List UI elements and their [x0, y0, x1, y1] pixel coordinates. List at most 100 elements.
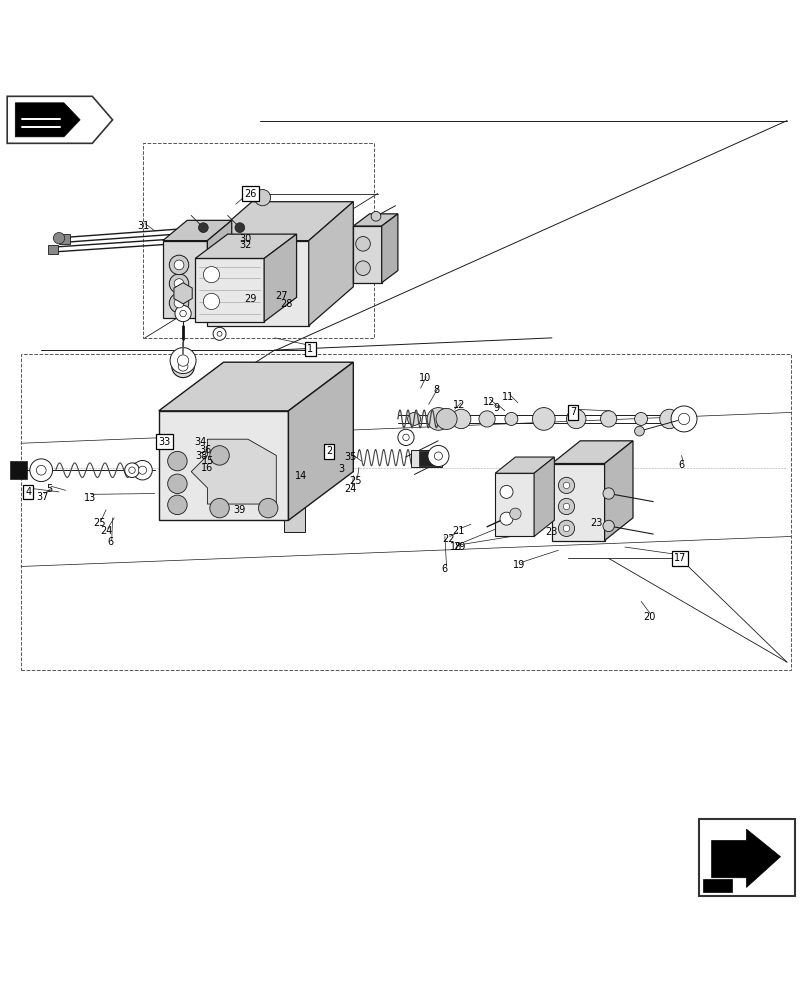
- Text: 23: 23: [590, 518, 602, 528]
- Circle shape: [169, 255, 188, 275]
- Circle shape: [171, 355, 194, 378]
- Polygon shape: [381, 214, 397, 283]
- Circle shape: [258, 498, 277, 518]
- Circle shape: [203, 293, 219, 310]
- Circle shape: [355, 237, 370, 251]
- Circle shape: [254, 190, 270, 206]
- Circle shape: [168, 474, 187, 494]
- Text: 28: 28: [280, 299, 292, 309]
- Circle shape: [168, 495, 187, 515]
- Circle shape: [509, 508, 521, 519]
- Text: 39: 39: [233, 505, 245, 515]
- Circle shape: [434, 452, 442, 460]
- Text: 4: 4: [25, 487, 32, 497]
- Bar: [21, 354, 790, 670]
- Text: 35: 35: [344, 452, 357, 462]
- Circle shape: [125, 463, 139, 478]
- Polygon shape: [195, 234, 296, 258]
- Text: 6: 6: [107, 537, 113, 547]
- Circle shape: [634, 426, 643, 436]
- Polygon shape: [702, 879, 731, 892]
- Bar: [11, 461, 27, 479]
- Circle shape: [504, 412, 517, 425]
- Polygon shape: [163, 241, 207, 318]
- Circle shape: [168, 451, 187, 471]
- Polygon shape: [15, 103, 80, 137]
- Circle shape: [133, 460, 152, 480]
- Text: 34: 34: [194, 437, 206, 447]
- Circle shape: [563, 525, 569, 532]
- Polygon shape: [710, 829, 779, 887]
- Text: 9: 9: [493, 403, 500, 413]
- Circle shape: [600, 411, 616, 427]
- Text: 14: 14: [294, 471, 307, 481]
- Text: 2: 2: [325, 446, 332, 456]
- Circle shape: [603, 520, 614, 532]
- Polygon shape: [207, 241, 308, 326]
- Circle shape: [427, 408, 449, 430]
- Bar: [59, 234, 71, 244]
- Circle shape: [174, 305, 191, 322]
- Polygon shape: [163, 220, 231, 241]
- Circle shape: [558, 477, 574, 494]
- Text: 17: 17: [673, 553, 685, 563]
- Text: 19: 19: [513, 560, 525, 570]
- Circle shape: [174, 260, 183, 270]
- Polygon shape: [288, 362, 353, 520]
- Circle shape: [407, 412, 420, 425]
- Circle shape: [54, 232, 65, 244]
- Polygon shape: [284, 488, 304, 532]
- Circle shape: [198, 223, 208, 232]
- Text: 25: 25: [93, 518, 105, 528]
- Text: 7: 7: [569, 407, 575, 417]
- Polygon shape: [191, 439, 276, 504]
- Text: 25: 25: [349, 476, 362, 486]
- Text: 12: 12: [482, 397, 494, 407]
- Text: 5: 5: [46, 484, 53, 494]
- Polygon shape: [195, 258, 264, 322]
- Circle shape: [177, 355, 188, 366]
- Bar: [143, 143, 373, 338]
- Text: 24: 24: [344, 484, 357, 494]
- Polygon shape: [604, 441, 633, 541]
- Circle shape: [402, 434, 409, 441]
- Circle shape: [563, 503, 569, 510]
- Bar: [698, 819, 794, 896]
- Text: 1: 1: [307, 344, 313, 354]
- Bar: [48, 245, 58, 254]
- Text: 20: 20: [642, 612, 654, 622]
- Text: 3: 3: [337, 464, 344, 474]
- Circle shape: [558, 520, 574, 536]
- Circle shape: [500, 485, 513, 498]
- Circle shape: [566, 409, 586, 429]
- Text: 33: 33: [158, 437, 170, 447]
- Polygon shape: [159, 362, 353, 411]
- Circle shape: [178, 361, 187, 371]
- Text: 36: 36: [199, 445, 211, 455]
- Circle shape: [659, 409, 678, 429]
- Text: 26: 26: [244, 189, 256, 199]
- Circle shape: [532, 408, 555, 430]
- Circle shape: [30, 459, 53, 482]
- Circle shape: [677, 413, 689, 425]
- Circle shape: [36, 465, 46, 475]
- Circle shape: [212, 327, 225, 340]
- Polygon shape: [551, 464, 604, 541]
- Circle shape: [563, 482, 569, 489]
- Circle shape: [234, 223, 244, 232]
- Circle shape: [371, 211, 380, 221]
- Text: 37: 37: [36, 492, 49, 502]
- Circle shape: [139, 466, 147, 474]
- Circle shape: [217, 331, 221, 336]
- Text: 32: 32: [239, 240, 251, 250]
- Circle shape: [634, 412, 646, 425]
- Text: 6: 6: [441, 564, 448, 574]
- Text: 38: 38: [195, 451, 208, 461]
- Circle shape: [603, 488, 614, 499]
- Bar: [418, 451, 436, 466]
- Circle shape: [209, 446, 229, 465]
- Circle shape: [451, 409, 470, 429]
- Polygon shape: [495, 473, 534, 536]
- Circle shape: [174, 298, 183, 308]
- Circle shape: [209, 498, 229, 518]
